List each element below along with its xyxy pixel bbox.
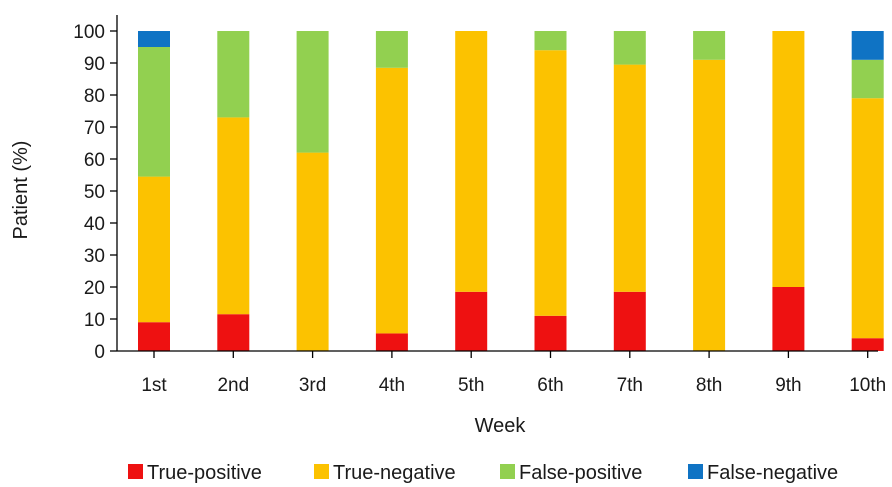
- x-tick-label-8: 9th: [775, 375, 801, 396]
- bar-segment-10-1: [851, 338, 884, 351]
- bar-segment-5-1: [455, 291, 488, 351]
- y-axis: 0 10 20 30 40 50 60 70 80 90 100: [73, 15, 118, 363]
- legend-label-3: False-positive: [519, 462, 642, 484]
- x-tick-label-0: 1st: [141, 375, 167, 396]
- bar-segment-4-3: [375, 31, 408, 68]
- y-tick-label-6: 60: [84, 150, 105, 171]
- legend-swatch-2: [314, 464, 329, 479]
- x-tick-label-7: 8th: [696, 375, 722, 396]
- bar-segment-5-2: [455, 31, 488, 292]
- x-tick-label-9: 10th: [849, 375, 886, 396]
- bar-segment-1-3: [138, 47, 170, 177]
- y-tick-label-3: 30: [84, 246, 105, 267]
- x-tick-label-5: 6th: [537, 375, 563, 396]
- bar-segment-7-1: [613, 291, 646, 351]
- legend-swatch-4: [688, 464, 703, 479]
- x-tick-label-4: 5th: [458, 375, 484, 396]
- bar-segment-2-2: [217, 117, 250, 315]
- bar-segment-8-2: [693, 59, 726, 352]
- bar-segment-2-3: [217, 31, 250, 118]
- y-tick-label-7: 70: [84, 118, 105, 139]
- bar-segment-6-2: [534, 50, 567, 316]
- bar-segment-10-4: [851, 31, 884, 60]
- x-tick-label-1: 2nd: [217, 375, 249, 396]
- legend-label-1: True-positive: [147, 462, 262, 484]
- bar-segment-9-2: [772, 31, 805, 287]
- bar-segment-9-1: [772, 287, 805, 351]
- y-tick-label-0: 0: [94, 342, 105, 363]
- y-tick-label-10: 100: [73, 22, 105, 43]
- bar-segment-7-3: [613, 31, 646, 65]
- y-tick-label-9: 90: [84, 54, 105, 75]
- y-tick-label-2: 20: [84, 278, 105, 299]
- y-tick-label-1: 10: [84, 310, 105, 331]
- bar-segment-1-4: [138, 31, 170, 47]
- y-tick-label-4: 40: [84, 214, 105, 235]
- bar-segment-10-3: [851, 59, 884, 99]
- bar-segment-1-2: [138, 176, 170, 323]
- bar-segment-10-2: [851, 98, 884, 339]
- legend-swatch-3: [500, 464, 515, 479]
- x-tick-label-6: 7th: [617, 375, 643, 396]
- y-tick-label-5: 50: [84, 182, 105, 203]
- legend-label-4: False-negative: [707, 462, 838, 484]
- bar-segment-1-1: [138, 322, 170, 351]
- bar-segment-3-2: [296, 152, 329, 351]
- x-axis-label: Week: [475, 415, 527, 437]
- bars-group: [138, 31, 884, 352]
- bar-segment-4-1: [375, 333, 408, 351]
- bar-segment-6-1: [534, 315, 567, 351]
- x-axis: 1st 2nd 3rd 4th 5th 6th 7th 8th 9th 10th: [117, 350, 886, 396]
- bar-segment-6-3: [534, 31, 567, 51]
- legend: True-positive True-negative False-positive…: [128, 462, 838, 484]
- legend-label-2: True-negative: [333, 462, 456, 484]
- legend-swatch-1: [128, 464, 143, 479]
- x-tick-label-3: 4th: [379, 375, 405, 396]
- bar-segment-3-3: [296, 31, 329, 153]
- y-axis-label: Patient (%): [10, 141, 32, 240]
- x-tick-label-2: 3rd: [299, 375, 326, 396]
- bar-segment-4-2: [375, 67, 408, 334]
- y-tick-label-8: 80: [84, 86, 105, 107]
- bar-segment-7-2: [613, 64, 646, 292]
- bar-segment-2-1: [217, 314, 250, 351]
- bar-segment-8-3: [693, 31, 726, 60]
